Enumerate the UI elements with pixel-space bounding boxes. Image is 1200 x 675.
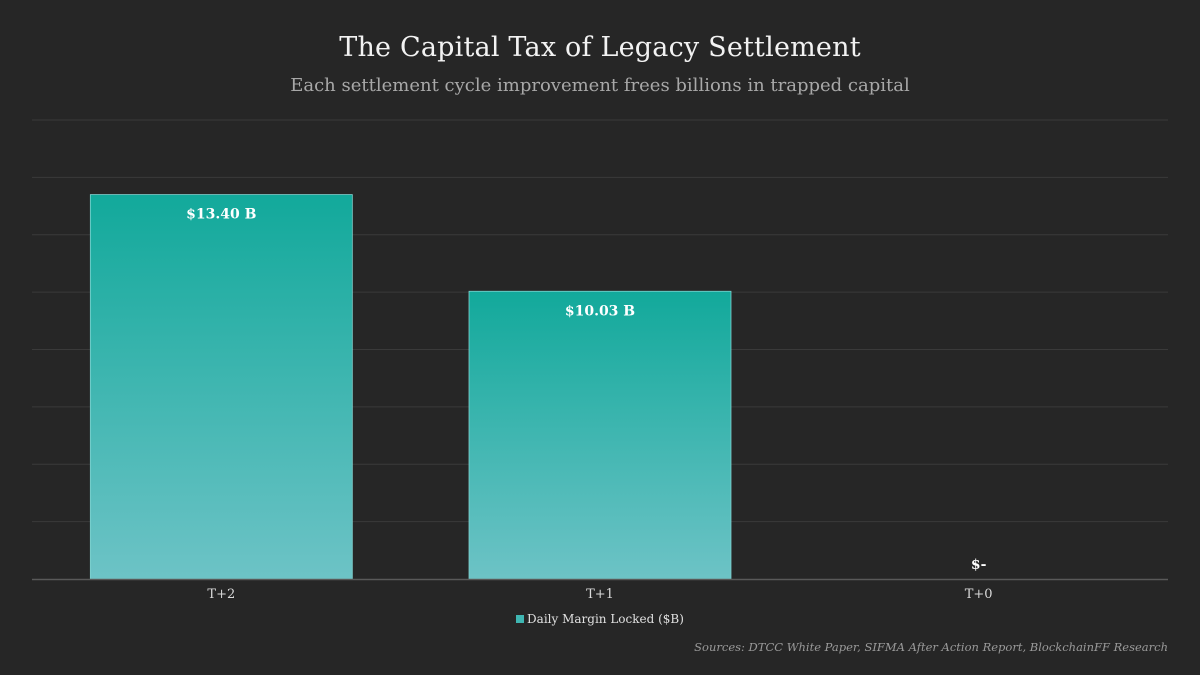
bar-tplus2 — [89, 194, 353, 580]
data-label: $13.40 B — [186, 207, 256, 223]
legend-label: Daily Margin Locked ($B) — [527, 612, 684, 626]
data-label: $- — [971, 557, 987, 573]
bars — [89, 194, 732, 580]
chart-subtitle: Each settlement cycle improvement frees … — [290, 75, 910, 96]
data-label: $10.03 B — [565, 303, 635, 319]
labels: $13.40 B T+2 $10.03 B T+1 $- T+0 — [186, 207, 992, 602]
x-tick-label: T+1 — [586, 587, 614, 602]
source-note: Sources: DTCC White Paper, SIFMA After A… — [694, 640, 1168, 654]
x-tick-label: T+0 — [965, 587, 993, 602]
legend: Daily Margin Locked ($B) — [0, 612, 1200, 626]
x-tick-label: T+2 — [207, 587, 235, 602]
bar-tplus1 — [468, 290, 732, 580]
chart-title: The Capital Tax of Legacy Settlement — [339, 32, 861, 63]
legend-swatch-icon — [516, 615, 525, 623]
